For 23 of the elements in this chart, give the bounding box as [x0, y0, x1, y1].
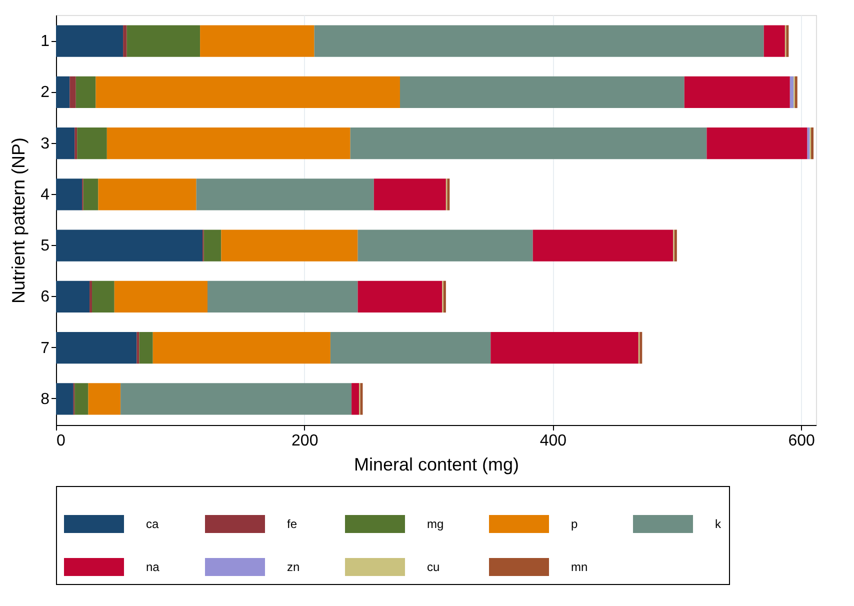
legend-label: k — [715, 517, 722, 531]
x-tick-label: 0 — [56, 432, 66, 450]
x-axis-title: Mineral content (mg) — [354, 454, 520, 474]
legend-label: p — [571, 517, 578, 531]
y-tick-label: 6 — [40, 288, 50, 306]
legend-label: mg — [427, 517, 444, 531]
y-tick-label: 3 — [40, 135, 50, 152]
legend-label: cu — [427, 560, 440, 574]
x-tick-label: 200 — [292, 432, 318, 450]
y-tick-label: 8 — [40, 390, 50, 408]
y-tick-label: 1 — [40, 33, 50, 50]
y-tick-label: 7 — [40, 340, 50, 357]
legend-label: fe — [287, 517, 298, 531]
y-tick-label: 4 — [40, 186, 50, 204]
y-tick-label: 5 — [40, 238, 50, 255]
x-tick-label: 400 — [540, 432, 567, 450]
y-axis-title: Nutrient pattern (NP) — [8, 137, 29, 304]
x-tick-label: 600 — [788, 432, 816, 450]
legend-label: zn — [287, 560, 300, 574]
legend-label: na — [146, 560, 160, 574]
y-tick-label: 2 — [40, 84, 50, 102]
legend-label: mn — [571, 560, 588, 574]
legend-label: ca — [146, 517, 159, 531]
